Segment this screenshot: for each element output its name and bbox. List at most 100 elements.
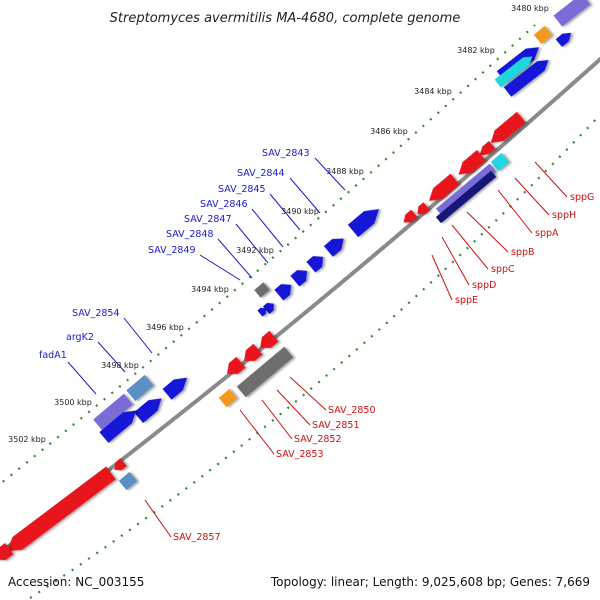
kbp-label: 3488 kbp	[326, 167, 364, 176]
gene-feature[interactable]	[494, 53, 536, 88]
gene-feature[interactable]	[99, 405, 140, 443]
gene-feature[interactable]	[93, 393, 133, 431]
leader-line	[261, 399, 293, 440]
gene-label-sav-2848[interactable]: SAV_2848	[166, 229, 214, 240]
leader-line	[441, 236, 470, 286]
leader-line	[289, 177, 321, 214]
gene-feature[interactable]	[257, 305, 268, 317]
gene-feature[interactable]	[555, 29, 575, 47]
gene-feature[interactable]	[347, 203, 384, 238]
gene-label-sppd[interactable]: sppD	[472, 280, 496, 291]
gene-label-sav-2853[interactable]: SAV_2853	[276, 449, 324, 460]
gene-feature[interactable]	[454, 149, 486, 180]
accession-text: Accession: NC_003155	[8, 575, 144, 589]
forward-gene-labels: SAV_2843 SAV_2844 SAV_2845 SAV_2846 SAV_…	[39, 148, 310, 361]
gene-feature[interactable]	[290, 265, 311, 287]
gene-feature[interactable]	[256, 330, 279, 353]
gene-feature[interactable]	[553, 0, 591, 27]
gene-feature[interactable]	[274, 279, 295, 301]
gene-label-sav-2845[interactable]: SAV_2845	[218, 184, 266, 195]
gene-feature[interactable]	[126, 374, 154, 402]
tick-dots	[29, 114, 600, 599]
lower-tick-track	[29, 114, 600, 599]
gene-label-sppc[interactable]: sppC	[491, 264, 515, 275]
leader-line	[123, 317, 153, 354]
leader-line	[497, 189, 533, 234]
gene-label-sav-2847[interactable]: SAV_2847	[184, 214, 232, 225]
gene-label-sav-2854[interactable]: SAV_2854	[72, 308, 120, 319]
gene-feature[interactable]	[435, 170, 497, 224]
leader-line	[534, 161, 568, 198]
reverse-gene-labels: sppG sppH sppA sppB sppC sppD sppE SAV_2…	[173, 192, 594, 543]
genome-summary-text: Topology: linear; Length: 9,025,608 bp; …	[270, 575, 590, 589]
gene-feature[interactable]	[477, 141, 496, 159]
kbp-scale-labels: 3480 kbp 3482 kbp 3484 kbp 3486 kbp 3488…	[8, 4, 549, 444]
gene-label-sav-2857[interactable]: SAV_2857	[173, 532, 221, 543]
kbp-label: 3484 kbp	[414, 87, 452, 96]
gene-feature[interactable]	[533, 25, 553, 45]
leader-line	[199, 254, 241, 281]
gene-label-spph[interactable]: sppH	[552, 210, 576, 221]
leader-line	[466, 211, 509, 253]
kbp-label: 3498 kbp	[101, 361, 139, 370]
gene-label-sppg[interactable]: sppG	[570, 192, 594, 203]
leader-line	[289, 376, 327, 411]
gene-feature[interactable]	[118, 471, 138, 491]
gene-feature[interactable]	[240, 343, 263, 366]
gene-feature[interactable]	[162, 372, 192, 400]
gene-label-sav-2852[interactable]: SAV_2852	[294, 434, 342, 445]
leader-line	[67, 361, 97, 395]
gene-feature[interactable]	[236, 346, 294, 398]
gene-feature[interactable]	[503, 55, 552, 97]
kbp-label: 3500 kbp	[54, 398, 92, 407]
leader-line	[217, 238, 253, 279]
gene-label-sppb[interactable]: sppB	[511, 247, 535, 258]
leader-line	[239, 409, 275, 455]
gene-label-sav-2844[interactable]: SAV_2844	[237, 168, 285, 179]
map-title: Streptomyces avermitilis MA-4680, comple…	[110, 11, 461, 26]
gene-label-sav-2850[interactable]: SAV_2850	[328, 405, 376, 416]
gene-feature[interactable]	[306, 251, 327, 273]
leader-line	[314, 157, 346, 191]
kbp-label: 3490 kbp	[281, 207, 319, 216]
leader-line	[269, 193, 301, 231]
upper-tick-track	[0, 24, 536, 486]
kbp-label: 3502 kbp	[8, 435, 46, 444]
gene-label-sav-2851[interactable]: SAV_2851	[312, 420, 360, 431]
gene-feature[interactable]	[486, 111, 526, 148]
gene-feature[interactable]	[134, 393, 166, 424]
leader-line	[97, 341, 126, 373]
gene-feature[interactable]	[2, 466, 116, 557]
leader-line	[431, 254, 453, 301]
leader-line	[276, 389, 311, 426]
leader-line	[235, 223, 269, 264]
gene-label-sav-2849[interactable]: SAV_2849	[148, 245, 196, 256]
gene-label-sppe[interactable]: sppE	[455, 295, 478, 306]
gene-feature[interactable]	[435, 163, 497, 217]
gene-feature[interactable]	[218, 388, 238, 408]
leader-line	[251, 208, 284, 248]
gene-feature[interactable]	[400, 209, 418, 227]
gene-feature[interactable]	[424, 173, 460, 207]
gene-feature[interactable]	[254, 282, 270, 298]
gene-features	[0, 0, 591, 565]
kbp-label: 3496 kbp	[146, 323, 184, 332]
gene-label-sppa[interactable]: sppA	[535, 228, 559, 239]
gene-feature[interactable]	[223, 356, 246, 379]
gene-feature[interactable]	[111, 458, 127, 473]
gene-feature[interactable]	[490, 152, 510, 172]
gene-label-argk2[interactable]: argK2	[66, 332, 94, 343]
kbp-label: 3482 kbp	[457, 46, 495, 55]
leader-line	[144, 499, 172, 538]
gene-feature[interactable]	[262, 300, 277, 315]
gene-feature[interactable]	[0, 542, 14, 565]
kbp-label: 3494 kbp	[191, 285, 229, 294]
gene-label-sav-2843[interactable]: SAV_2843	[262, 148, 310, 159]
gene-label-sav-2846[interactable]: SAV_2846	[200, 199, 248, 210]
leader-line	[451, 224, 489, 270]
gene-feature[interactable]	[414, 202, 430, 217]
tick-dots	[0, 24, 536, 486]
gene-label-fada1[interactable]: fadA1	[39, 350, 67, 361]
gene-feature[interactable]	[323, 233, 348, 257]
